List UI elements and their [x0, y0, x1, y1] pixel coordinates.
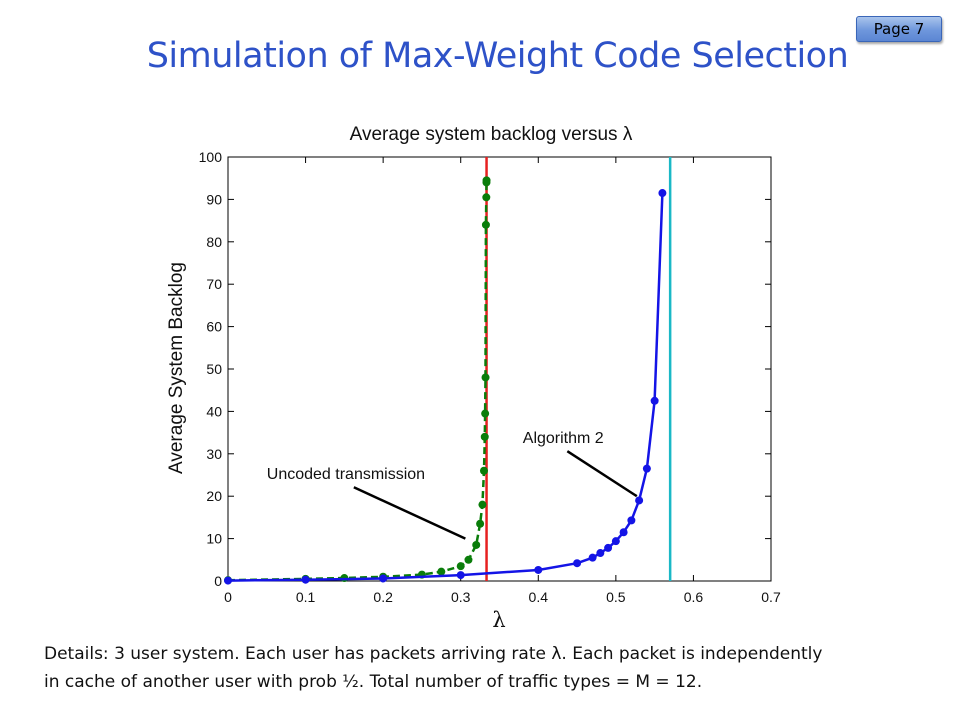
data-point — [437, 567, 446, 576]
details-text: Details: 3 user system. Each user has pa… — [44, 640, 944, 696]
data-point — [456, 571, 465, 580]
annotation-label: Algorithm 2 — [523, 430, 604, 447]
data-point — [573, 559, 582, 568]
data-point — [481, 220, 490, 229]
data-point — [588, 553, 597, 562]
annotation-arrow — [353, 486, 466, 540]
data-point — [456, 562, 465, 571]
data-point — [650, 396, 659, 405]
x-tick-label: 0.5 — [606, 589, 626, 605]
slide-title: Simulation of Max-Weight Code Selection — [146, 36, 849, 76]
x-tick-label: 0 — [224, 589, 232, 605]
data-point — [482, 176, 491, 185]
data-point — [658, 189, 667, 198]
y-tick-label: 100 — [199, 149, 223, 165]
details-line-1: Details: 3 user system. Each user has pa… — [44, 644, 823, 664]
x-tick-label: 0.2 — [373, 589, 393, 605]
x-axis-label: λ — [492, 608, 505, 632]
plot-area-frame — [227, 156, 772, 582]
data-point — [472, 540, 481, 549]
data-point — [481, 373, 490, 382]
chart-annotations: Uncoded transmission Algorithm 2 — [267, 430, 638, 540]
series-line — [227, 192, 664, 582]
y-tick-label: 30 — [206, 446, 222, 462]
y-tick-label: 80 — [206, 234, 222, 250]
y-tick-label: 0 — [214, 573, 222, 589]
data-point — [534, 565, 543, 574]
data-point — [604, 543, 613, 552]
details-line-2: in cache of another user with prob ½. To… — [44, 672, 703, 692]
data-point — [482, 193, 491, 202]
page-number-badge: Page 7 — [856, 16, 942, 42]
data-point — [635, 496, 644, 505]
x-tick-label: 0.6 — [684, 589, 704, 605]
y-tick-label: 50 — [206, 361, 222, 377]
y-tick-label: 40 — [206, 403, 222, 419]
data-point — [478, 500, 487, 509]
data-point — [596, 549, 605, 558]
x-tick-label: 0.1 — [296, 589, 316, 605]
y-axis-label: Average System Backlog — [166, 262, 187, 474]
data-point — [301, 575, 310, 584]
annotation-label: Uncoded transmission — [267, 466, 425, 483]
data-point — [627, 516, 636, 525]
x-tick-label: 0.3 — [451, 589, 471, 605]
series-line — [227, 180, 488, 582]
data-series — [224, 176, 667, 585]
x-tick-label: 0.4 — [529, 589, 549, 605]
y-tick-label: 20 — [206, 488, 222, 504]
data-point — [480, 432, 489, 441]
y-tick-label: 90 — [206, 191, 222, 207]
data-point — [224, 576, 232, 585]
annotation-arrow — [566, 450, 638, 498]
data-point — [479, 466, 488, 475]
data-point — [642, 464, 651, 473]
y-tick-label: 10 — [206, 531, 222, 547]
vertical-reference-lines — [485, 157, 672, 581]
x-tick-label: 0.7 — [761, 589, 781, 605]
data-point — [481, 409, 490, 418]
axis-ticks: 0 0.1 0.2 0.3 0.4 0.5 0.6 0.7 0 10 20 30 40 50 60 70 80 9… — [199, 149, 781, 605]
chart-title: Average system backlog versus λ — [350, 124, 633, 145]
data-point — [619, 528, 628, 537]
data-point — [611, 537, 620, 546]
y-tick-label: 60 — [206, 319, 222, 335]
data-point — [464, 555, 473, 564]
y-tick-label: 70 — [206, 276, 222, 292]
data-point — [476, 519, 485, 528]
data-point — [379, 574, 388, 583]
